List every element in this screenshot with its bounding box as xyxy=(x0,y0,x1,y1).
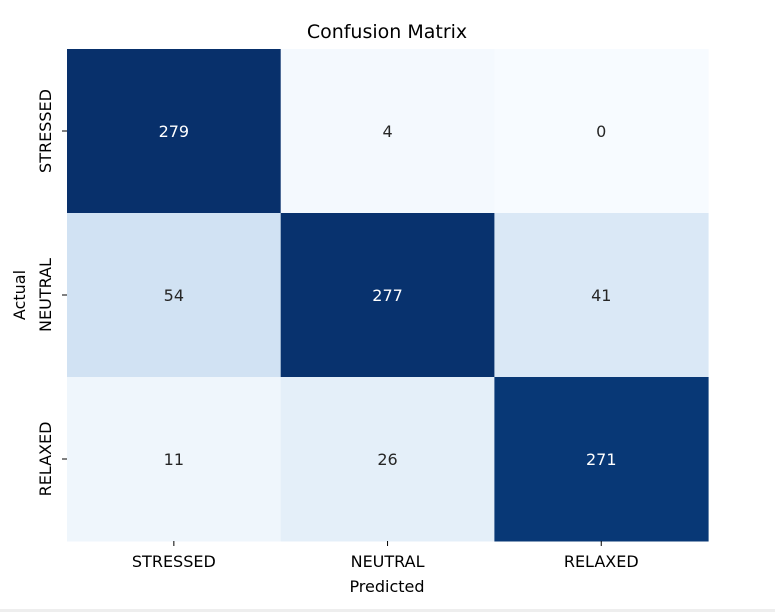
x-tick-label: STRESSED xyxy=(132,552,216,571)
heatmap-cell xyxy=(494,213,709,378)
cell-value-label: 0 xyxy=(596,122,606,141)
heatmap-cell xyxy=(67,49,282,214)
cell-value-label: 277 xyxy=(372,286,403,305)
y-tick-label: RELAXED xyxy=(36,422,55,497)
chart-title: Confusion Matrix xyxy=(307,21,467,43)
heatmap-cell xyxy=(67,213,282,378)
heatmap-cell xyxy=(280,213,495,378)
y-tick-label: STRESSED xyxy=(36,89,55,173)
bottom-strip xyxy=(0,609,775,612)
x-tick-label: RELAXED xyxy=(564,552,639,571)
cell-value-label: 54 xyxy=(164,286,184,305)
cell-value-label: 11 xyxy=(164,450,184,469)
cell-value-label: 26 xyxy=(377,450,397,469)
heatmap-cell xyxy=(280,49,495,214)
x-tick-label: NEUTRAL xyxy=(351,552,425,571)
x-axis-label: Predicted xyxy=(349,577,424,596)
cell-value-label: 279 xyxy=(159,122,190,141)
cell-value-label: 271 xyxy=(586,450,617,469)
y-tick-label: NEUTRAL xyxy=(36,258,55,332)
y-axis-label: Actual xyxy=(10,270,29,320)
cell-value-label: 4 xyxy=(382,122,392,141)
heatmap-cell xyxy=(494,49,709,214)
heatmap-cell xyxy=(67,377,282,542)
heatmap-cells: 279 4 0 54 277 41 11 26 271 xyxy=(67,49,709,542)
heatmap-cell xyxy=(494,377,709,542)
cell-value-label: 41 xyxy=(591,286,611,305)
heatmap-cell xyxy=(280,377,495,542)
y-axis-ticks: STRESSED NEUTRAL RELAXED xyxy=(36,89,67,496)
x-axis-ticks: STRESSED NEUTRAL RELAXED xyxy=(132,541,639,571)
